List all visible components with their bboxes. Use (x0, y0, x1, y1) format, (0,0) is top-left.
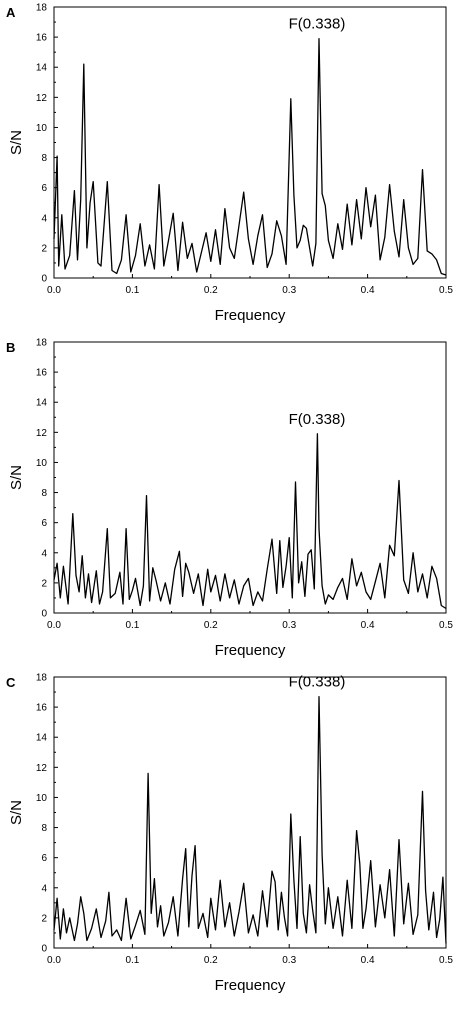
y-tick-label: 0 (41, 609, 47, 620)
y-tick-label: 0 (41, 944, 47, 955)
x-tick-label: 0.3 (282, 620, 296, 631)
y-tick-label: 4 (41, 213, 47, 224)
y-tick-label: 10 (36, 458, 48, 469)
y-tick-label: 10 (36, 793, 48, 804)
y-tick-label: 10 (36, 123, 48, 134)
y-tick-label: 2 (41, 913, 47, 924)
y-tick-label: 14 (36, 733, 48, 744)
y-tick-label: 16 (36, 703, 48, 714)
plot-frame (53, 6, 447, 279)
x-tick-label: 0.1 (125, 285, 139, 296)
x-tick-label: 0.4 (361, 285, 375, 296)
x-tick-label: 0.2 (204, 955, 218, 966)
x-tick-label: 0.4 (361, 620, 375, 631)
chart-panel-c: C 0 2 4 6 8 10 12 14 16 18 0.0 0.1 0.2 0.3 0.4 0.5 Freque… (6, 673, 453, 995)
y-tick-label: 18 (36, 673, 48, 684)
y-tick-label: 14 (36, 398, 48, 409)
series-line (53, 433, 447, 610)
y-axis-label: S/N (8, 800, 25, 825)
x-axis-label: Frequency (215, 977, 286, 994)
panel-letter: B (6, 340, 15, 355)
y-tick-label: 16 (36, 33, 48, 44)
y-tick-label: 12 (36, 93, 48, 104)
x-axis-label: Frequency (215, 642, 286, 659)
peak-annotation: F(0.338) (289, 674, 346, 691)
y-tick-label: 14 (36, 63, 48, 74)
x-tick-label: 0.3 (282, 285, 296, 296)
x-tick-label: 0.0 (47, 285, 61, 296)
y-tick-label: 4 (41, 548, 47, 559)
x-tick-label: 0.2 (204, 285, 218, 296)
x-axis-label: Frequency (215, 307, 286, 324)
y-tick-label: 4 (41, 883, 47, 894)
peak-annotation: F(0.338) (289, 411, 346, 428)
y-tick-label: 2 (41, 243, 47, 254)
panel-c: C 0 2 4 6 8 10 12 14 16 18 0.0 0.1 0.2 0.3 0.4 0.5 Freque… (0, 670, 454, 1005)
y-tick-label: 16 (36, 368, 48, 379)
y-tick-label: 6 (41, 518, 47, 529)
y-tick-label: 8 (41, 153, 47, 164)
series-line (53, 695, 447, 944)
chart-panel-a: A 0 2 4 6 8 10 12 14 16 18 0.0 0.1 0.2 0.3 0.4 0.5 Freque… (6, 3, 453, 325)
x-tick-label: 0.4 (361, 955, 375, 966)
y-tick-label: 6 (41, 853, 47, 864)
series-line (53, 37, 447, 276)
y-tick-label: 12 (36, 763, 48, 774)
panel-b: B 0 2 4 6 8 10 12 14 16 18 0.0 0.1 0.2 0.3 0.4 0.5 Freque… (0, 335, 454, 670)
x-tick-label: 0.3 (282, 955, 296, 966)
x-tick-label: 0.5 (439, 620, 453, 631)
y-tick-label: 8 (41, 823, 47, 834)
panel-letter: A (6, 5, 16, 20)
y-tick-label: 18 (36, 338, 48, 349)
y-tick-label: 18 (36, 3, 48, 14)
y-tick-label: 6 (41, 183, 47, 194)
y-tick-label: 2 (41, 578, 47, 589)
x-tick-label: 0.0 (47, 620, 61, 631)
chart-panel-b: B 0 2 4 6 8 10 12 14 16 18 0.0 0.1 0.2 0.3 0.4 0.5 Freque… (6, 338, 453, 660)
y-tick-label: 8 (41, 488, 47, 499)
y-tick-label: 0 (41, 274, 47, 285)
x-tick-label: 0.1 (125, 620, 139, 631)
x-tick-label: 0.1 (125, 955, 139, 966)
y-axis-label: S/N (8, 130, 25, 155)
y-axis-label: S/N (8, 465, 25, 490)
x-tick-label: 0.2 (204, 620, 218, 631)
x-tick-label: 0.5 (439, 285, 453, 296)
x-tick-label: 0.5 (439, 955, 453, 966)
panel-letter: C (6, 675, 16, 690)
x-tick-label: 0.0 (47, 955, 61, 966)
panel-a: A 0 2 4 6 8 10 12 14 16 18 0.0 0.1 0.2 0.3 0.4 0.5 Freque… (0, 0, 454, 335)
plot-frame (53, 676, 447, 949)
y-tick-label: 12 (36, 428, 48, 439)
peak-annotation: F(0.338) (289, 16, 346, 33)
